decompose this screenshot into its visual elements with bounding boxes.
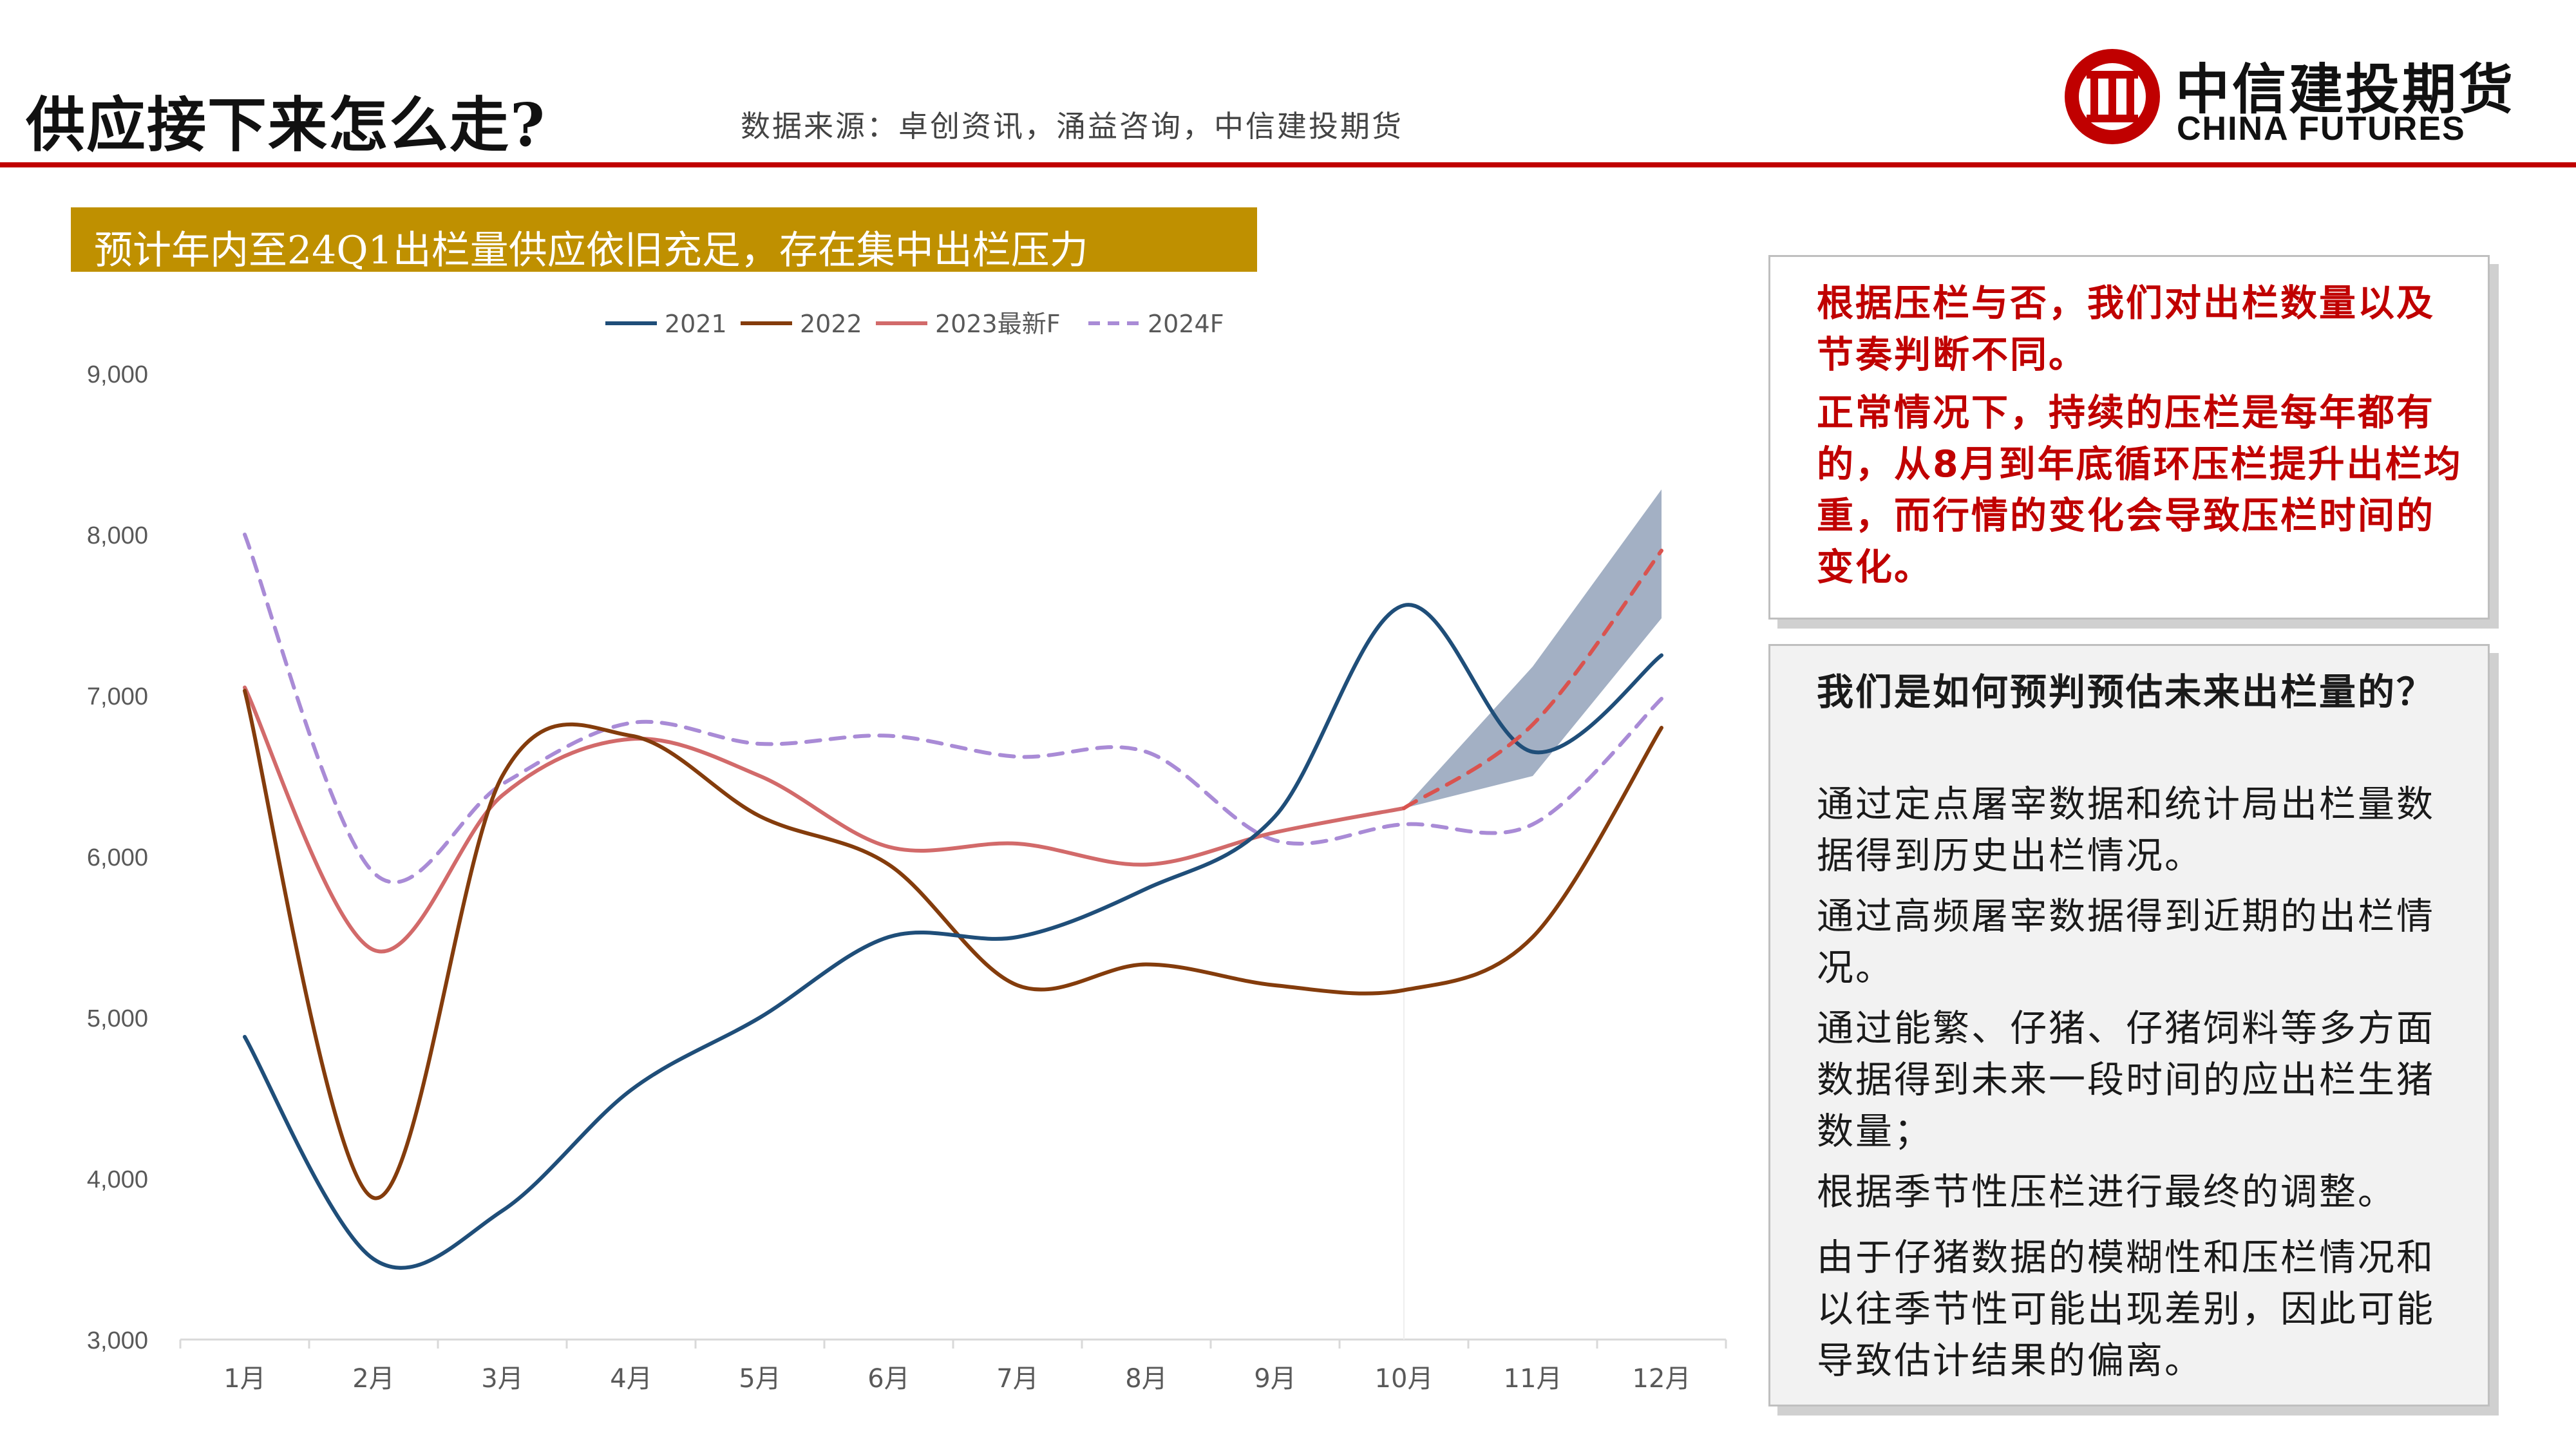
y-tick-label: 8,000 (87, 522, 148, 549)
series-line-2024F (243, 533, 1663, 884)
x-tick-label: 2月 (352, 1364, 394, 1394)
method-para-1: 通过定点屠宰数据和统计局出栏量数据得到历史出栏情况。 (1817, 783, 2435, 877)
y-tick-label: 7,000 (87, 683, 148, 710)
y-tick-label: 4,000 (87, 1166, 148, 1193)
legend-label: 2022 (800, 310, 862, 338)
method-title: 我们是如何预判预估未来出栏量的？ (1817, 671, 2435, 714)
x-tick-label: 1月 (223, 1364, 265, 1394)
method-para-5: 由于仔猪数据的模糊性和压栏情况和以往季节性可能出现差别，因此可能导致估计结果的偏… (1817, 1236, 2435, 1382)
chart-banner: 预计年内至24Q1出栏量供应依旧充足，存在集中出栏压力 (71, 207, 1257, 273)
data-source-note: 数据来源：卓创资讯，涌益咨询，中信建投期货 (741, 109, 1403, 144)
method-para-3: 通过能繁、仔猪、仔猪饲料等多方面数据得到未来一段时间的应出栏生猪数量； (1817, 1007, 2435, 1153)
x-tick-label: 10月 (1375, 1364, 1434, 1394)
x-tick-label: 9月 (1254, 1364, 1296, 1394)
series-line-2021 (243, 603, 1663, 1270)
series-line-2023最新F (243, 685, 1406, 954)
y-tick-label: 6,000 (87, 844, 148, 871)
legend-label: 2024F (1148, 310, 1224, 338)
chart-banner-text: 预计年内至24Q1出栏量供应依旧充足，存在集中出栏压力 (94, 228, 1088, 273)
x-tick-label: 8月 (1125, 1364, 1167, 1394)
legend-label: 2023最新F (935, 310, 1061, 338)
x-tick-label: 3月 (481, 1364, 523, 1394)
y-tick-label: 9,000 (87, 361, 148, 388)
x-tick-label: 7月 (996, 1364, 1038, 1394)
legend-label: 2021 (665, 310, 727, 338)
y-tick-label: 3,000 (87, 1327, 148, 1354)
x-tick-label: 6月 (867, 1364, 909, 1394)
forecast-range-band (1404, 489, 1662, 808)
analysis-box-1: 根据压栏与否，我们对出栏数量以及节奏判断不同。 正常情况下，持续的压栏是每年都有… (1768, 255, 2490, 620)
x-tick-label: 12月 (1633, 1364, 1691, 1394)
analysis-box-2: 我们是如何预判预估未来出栏量的？ 通过定点屠宰数据和统计局出栏量数据得到历史出栏… (1768, 644, 2490, 1406)
logo-chinese-name: 中信建投期货 (2175, 58, 2516, 121)
note-para-2: 正常情况下，持续的压栏是每年都有的，从8月到年底循环压栏提升出栏均重，而行情的变… (1817, 392, 2463, 589)
supply-line-chart: 3,000 4,000 5,000 6,000 7,000 8,000 9,000 1月 2月 3… (87, 310, 1727, 1394)
series-line-forecast-midline (1402, 549, 1663, 810)
company-logo: 中信建投期货 CHINA FUTURES (2061, 39, 2550, 155)
logo-english-name: CHINA FUTURES (2177, 110, 2466, 147)
x-tick-label: 4月 (610, 1364, 652, 1394)
x-tick-label: 5月 (739, 1364, 781, 1394)
x-tick-label: 11月 (1504, 1364, 1562, 1394)
series-line-2022 (243, 688, 1663, 1200)
logo-emblem-icon (2065, 49, 2160, 144)
method-para-4: 根据季节性压栏进行最终的调整。 (1817, 1171, 2396, 1213)
method-para-2: 通过高频屠宰数据得到近期的出栏情况。 (1817, 895, 2435, 989)
page-title: 供应接下来怎么走? (26, 90, 546, 160)
y-tick-label: 5,000 (87, 1005, 148, 1032)
header-divider (0, 162, 2576, 167)
note-para-1: 根据压栏与否，我们对出栏数量以及节奏判断不同。 (1817, 282, 2435, 376)
